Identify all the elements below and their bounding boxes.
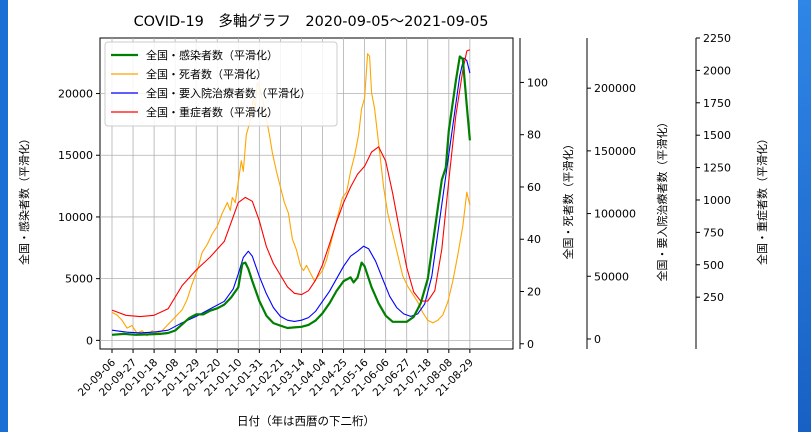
chart-title: COVID-19 多軸グラフ 2020-09-05～2021-09-05 [134,13,489,30]
y-tick-label: 50000 [594,270,629,283]
series-line-infections [111,55,471,336]
severe-axis: 250 500 750 1000 1250 1500 1750 2000 2250 [695,32,731,349]
y-tick-label: 1250 [703,162,731,175]
y-tick-label: 80 [527,129,541,142]
y-tick-label: 250 [703,291,724,304]
y-tick-label: 60 [527,181,541,194]
legend: 全国・感染者数（平滑化） 全国・死者数（平滑化） 全国・要入院治療者数（平滑化）… [104,41,338,127]
chart-window: COVID-19 多軸グラフ 2020-09-05～2021-09-05 0 50… [8,0,798,432]
y-tick-label: 40 [527,233,541,246]
legend-box [104,41,338,127]
y-tick-label: 100 [527,76,548,89]
y-tick-label: 1750 [703,97,731,110]
legend-label-severe: 全国・重症者数（平滑化） [146,105,278,119]
y-tick-label: 200000 [594,82,636,95]
series-layer [111,49,471,337]
y-tick-label: 2250 [703,32,731,45]
y-tick-label: 500 [703,259,724,272]
y-tick-label: 150000 [594,145,636,158]
y-tick-label: 0 [86,334,93,347]
deaths-axis: 0 20 40 60 80 100 [519,38,548,351]
y-tick-label: 2000 [703,64,731,77]
y-tick-label: 0 [527,338,534,351]
hospitalized-axis: 0 50000 100000 150000 200000 [586,38,636,349]
y-tick-label: 5000 [65,273,93,286]
y-tick-label: 20000 [58,88,93,101]
y-axis-label-severe: 全国・重症者数（平滑化） [755,133,769,265]
y-tick-label: 0 [594,333,601,346]
y-tick-label: 100000 [594,208,636,221]
y-axis-label-hospitalized: 全国・要入院治療者数（平滑化） [655,117,669,282]
x-axis-label: 日付（年は西暦の下二桁） [237,414,375,428]
series-line-deaths [111,53,471,337]
infections-axis: 0 5000 10000 15000 20000 [58,88,100,347]
multi-axis-chart: COVID-19 多軸グラフ 2020-09-05～2021-09-05 0 50… [17,13,769,428]
y-tick-label: 1500 [703,129,731,142]
window-edge [798,0,811,432]
y-tick-label: 15000 [58,149,93,162]
y-tick-label: 1000 [703,194,731,207]
legend-label-hospitalized: 全国・要入院治療者数（平滑化） [146,86,311,100]
legend-label-infections: 全国・感染者数（平滑化） [146,48,278,62]
series-line-severe [111,49,471,318]
y-tick-label: 10000 [58,211,93,224]
y-tick-label: 20 [527,286,541,299]
series-line-hospitalized [111,57,471,334]
y-tick-label: 750 [703,226,724,239]
y-axis-label-deaths: 全国・死者数（平滑化） [561,139,575,260]
y-axis-label-infections: 全国・感染者数（平滑化） [17,133,31,265]
x-axis: 20-09-0620-09-2720-10-1820-11-0820-11-29… [76,349,476,399]
legend-label-deaths: 全国・死者数（平滑化） [146,67,267,81]
